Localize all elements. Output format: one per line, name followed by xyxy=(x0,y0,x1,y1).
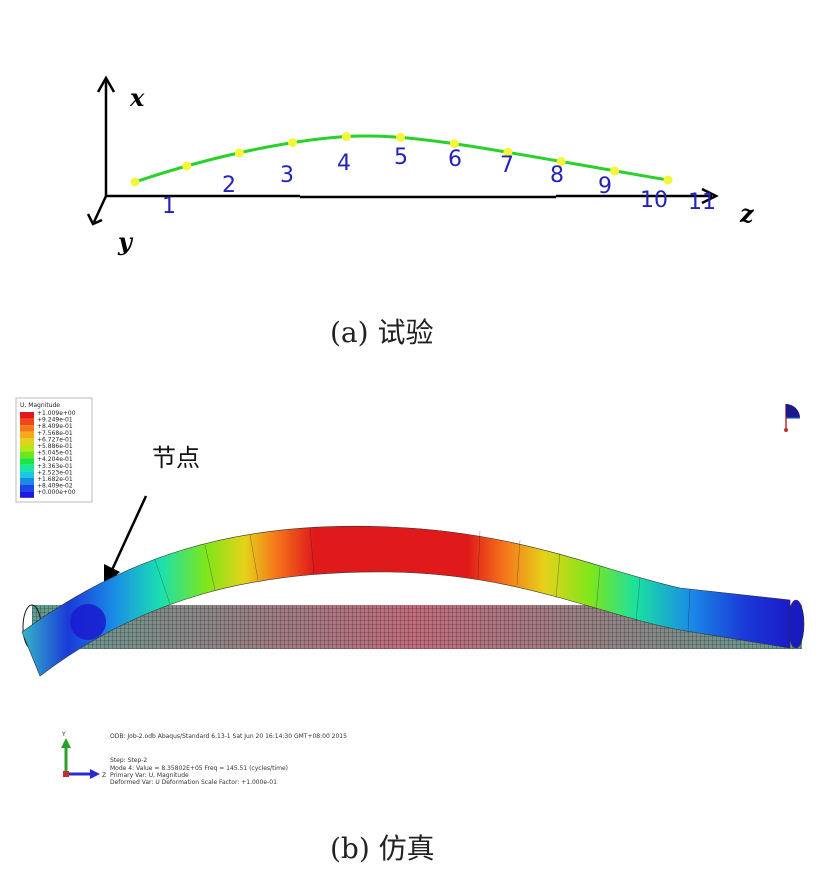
panel-b-simulation: U, Magnitude +1.009e+00+9.249e-01+8.409e… xyxy=(15,397,805,865)
legend-swatch xyxy=(20,491,34,498)
node-number: 5 xyxy=(394,145,408,170)
legend-value: +8.409e-02 xyxy=(37,483,73,490)
view-compass-icon xyxy=(784,404,800,432)
legend-value: +1.682e-01 xyxy=(37,476,73,483)
legend-value: +1.009e+00 xyxy=(37,410,76,417)
info-line: Primary Var: U, Magnitude xyxy=(110,772,189,779)
info-line: Mode 4: Value = 8.35802E+05 Freq = 145.5… xyxy=(110,765,288,772)
measurement-point xyxy=(182,161,192,171)
legend-swatch xyxy=(20,418,34,426)
legend-value: +2.523e-01 xyxy=(37,469,73,476)
legend-title: U, Magnitude xyxy=(20,402,60,409)
node-number: 2 xyxy=(222,173,236,198)
measurement-point xyxy=(130,177,140,187)
legend-value: +5.045e-01 xyxy=(37,450,73,457)
measurement-point xyxy=(234,148,244,158)
node-number: 11 xyxy=(688,190,716,215)
node-number: 6 xyxy=(448,147,462,172)
node-number: 1 xyxy=(162,194,176,219)
node-annotation: 节点 xyxy=(152,444,200,472)
legend-swatch xyxy=(20,451,34,459)
legend-value: +4.204e-01 xyxy=(37,456,73,463)
node-number: 3 xyxy=(280,163,294,188)
panel-a-test: x y z 1 2 3 4 5 6 7 8 9 10 11 (a) 试验 xyxy=(86,75,755,349)
node-numbers: 1 2 3 4 5 6 7 8 9 10 11 xyxy=(162,145,716,219)
node-number: 8 xyxy=(550,163,564,188)
contour-legend: U, Magnitude +1.009e+00+9.249e-01+8.409e… xyxy=(15,397,93,503)
measurement-markers xyxy=(130,132,673,187)
legend-value: +9.249e-01 xyxy=(37,417,73,424)
measurement-point xyxy=(503,147,513,157)
legend-swatch xyxy=(20,425,34,432)
legend-swatch xyxy=(20,445,34,452)
legend-value: +6.727e-01 xyxy=(37,436,73,443)
deformed-beam xyxy=(21,525,805,677)
caption-b: (b) 仿真 xyxy=(330,832,435,865)
legend-swatch xyxy=(20,464,34,472)
legend-value: +5.886e-01 xyxy=(37,443,73,450)
triad-y-label: Y xyxy=(61,731,66,738)
measurement-point xyxy=(449,139,459,149)
legend-swatch xyxy=(20,431,34,439)
triad-z-label: Z xyxy=(102,772,106,779)
legend-value: +8.409e-01 xyxy=(37,423,73,430)
legend-swatch xyxy=(20,484,34,492)
axis-z-label: z xyxy=(739,199,755,228)
model-info-text: ODB: Job-2.odb Abaqus/Standard 6.13-1 Sa… xyxy=(110,733,347,786)
measurement-point xyxy=(288,138,298,148)
legend-value: +7.568e-01 xyxy=(37,430,73,437)
beam-node-marker xyxy=(70,604,106,640)
measurement-point xyxy=(341,132,351,142)
measurement-point xyxy=(556,156,566,166)
legend-value: +0.000e+00 xyxy=(37,489,76,496)
beam-segment-lines xyxy=(154,527,691,633)
measurement-point xyxy=(610,166,620,176)
measurement-point xyxy=(663,175,673,185)
axis-lines xyxy=(86,75,719,226)
legend-value: +3.363e-01 xyxy=(37,463,73,470)
info-line: ODB: Job-2.odb Abaqus/Standard 6.13-1 Sa… xyxy=(110,733,347,740)
coordinate-triad: Y Z xyxy=(61,731,106,779)
legend-swatch xyxy=(20,438,34,445)
legend-swatch xyxy=(20,458,34,465)
legend-swatch xyxy=(20,478,34,485)
node-number: 10 xyxy=(640,188,668,213)
measurement-point xyxy=(396,132,406,142)
caption-a: (a) 试验 xyxy=(330,316,433,349)
info-line: Deformed Var: U Deformation Scale Factor… xyxy=(110,779,277,786)
node-number: 4 xyxy=(337,151,351,176)
axis-y-label: y xyxy=(117,227,134,256)
legend-swatch xyxy=(20,471,34,478)
node-number: 9 xyxy=(598,174,612,199)
axis-x-label: x xyxy=(129,83,145,112)
mode-shape-curve xyxy=(134,134,669,184)
node-number: 7 xyxy=(500,153,514,178)
info-line: Step: Step-2 xyxy=(110,757,147,764)
legend-swatch xyxy=(20,412,34,419)
